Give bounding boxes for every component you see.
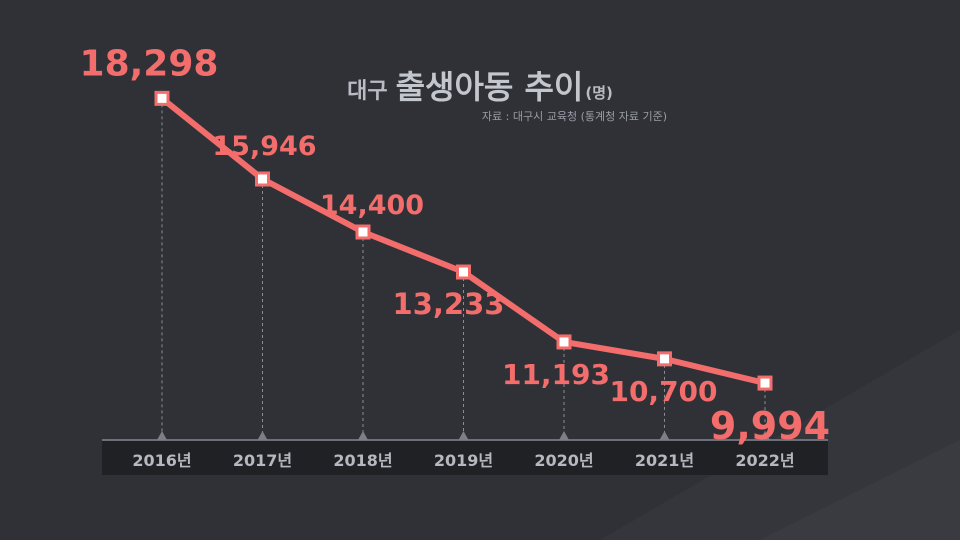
marker-2018년 bbox=[355, 224, 371, 240]
tick-labels: 2016년 2017년 2018년 2019년 2020년 2021년 2022년 bbox=[132, 451, 794, 470]
value-label-2022년: 9,994 bbox=[710, 404, 830, 448]
value-label-2017년: 15,946 bbox=[212, 131, 316, 162]
marker-2019년 bbox=[456, 264, 471, 280]
axis-tick-2020년 bbox=[559, 431, 569, 440]
axis-tick-2021년 bbox=[659, 431, 670, 440]
marker-2021년 bbox=[657, 351, 672, 367]
marker-2022년 bbox=[757, 375, 773, 391]
tick-label-2020년: 2020년 bbox=[534, 451, 593, 470]
drop-lines bbox=[161, 98, 766, 434]
axis-tick-2019년 bbox=[458, 431, 469, 440]
marker-2016년 bbox=[154, 90, 170, 106]
x-axis-band bbox=[102, 441, 828, 475]
axis-ticks bbox=[157, 431, 770, 440]
axis-tick-2016년 bbox=[157, 431, 167, 440]
tick-label-2017년: 2017년 bbox=[233, 451, 292, 470]
axis-tick-2018년 bbox=[358, 431, 368, 440]
markers bbox=[154, 90, 773, 391]
tick-label-2022년: 2022년 bbox=[735, 451, 794, 470]
title-region: 대구 bbox=[347, 79, 388, 104]
value-label-2018년: 14,400 bbox=[320, 190, 424, 221]
axis-tick-2022년 bbox=[760, 431, 770, 440]
value-label-2020년: 11,193 bbox=[502, 358, 610, 391]
tick-label-2018년: 2018년 bbox=[333, 451, 392, 470]
marker-2017년 bbox=[255, 171, 270, 187]
value-label-2019년: 13,233 bbox=[393, 287, 505, 321]
tick-label-2021년: 2021년 bbox=[635, 451, 694, 470]
axis-tick-2017년 bbox=[257, 431, 268, 440]
title-main: 출생아동 추이 bbox=[395, 68, 584, 106]
tick-label-2019년: 2019년 bbox=[434, 451, 493, 470]
chart-title: 대구 출생아동 추이 (명) bbox=[0, 62, 960, 108]
title-unit: (명) bbox=[585, 84, 613, 102]
value-label-2016년: 18,298 bbox=[80, 43, 219, 84]
value-label-2021년: 10,700 bbox=[609, 375, 717, 408]
tick-label-2016년: 2016년 bbox=[132, 451, 191, 470]
source-note: 자료 : 대구시 교육청 (통계청 자료 기준) bbox=[481, 110, 667, 123]
marker-2020년 bbox=[556, 334, 572, 350]
